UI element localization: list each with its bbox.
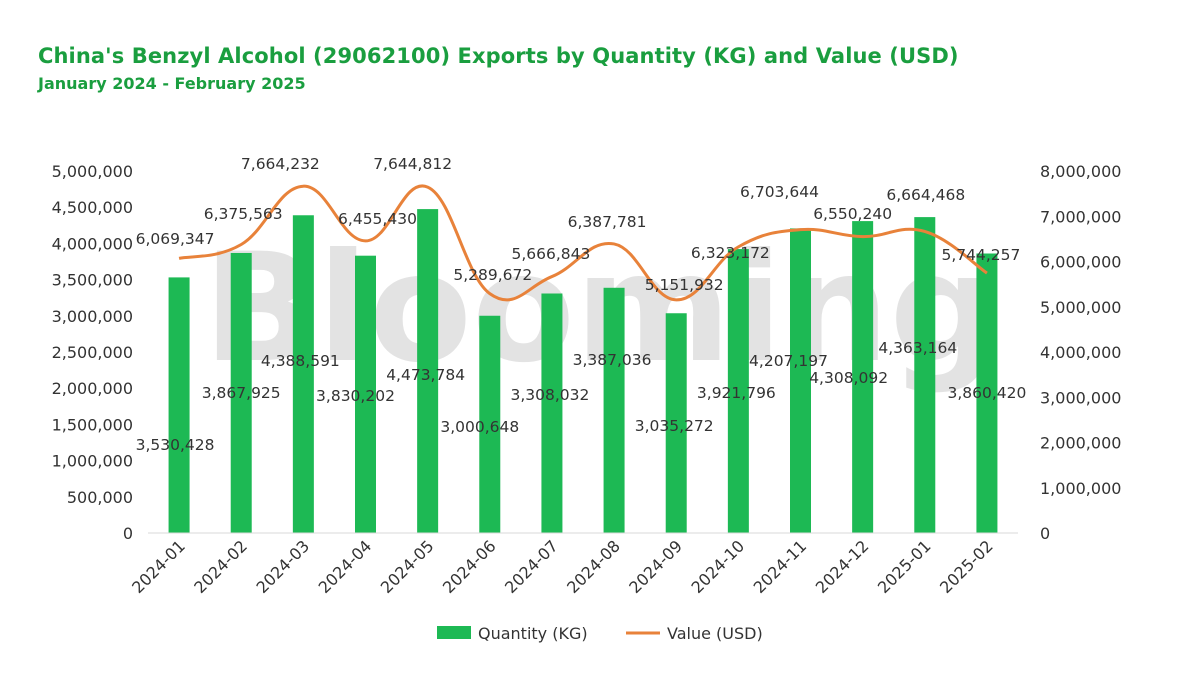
- chart-subtitle: January 2024 - February 2025: [38, 74, 306, 93]
- line-label-2024-11: 6,703,644: [740, 183, 819, 201]
- left-axis-tick-3: 1,500,000: [52, 415, 133, 434]
- right-axis-tick-2: 2,000,000: [1040, 434, 1121, 453]
- left-axis-tick-2: 1,000,000: [52, 452, 133, 471]
- bar-2024-03: [292, 215, 314, 534]
- line-layer: [178, 184, 988, 302]
- bar-2024-08: [603, 287, 625, 533]
- bars-layer: [168, 209, 998, 534]
- bar-2024-07: [541, 293, 563, 533]
- bar-2024-02: [230, 252, 252, 534]
- x-axis-tick-2024-01: 2024-01: [128, 536, 189, 597]
- line-label-2024-07: 5,666,843: [511, 245, 590, 263]
- x-axis-tick-2024-11: 2024-11: [750, 536, 811, 597]
- bar-2025-01: [914, 217, 936, 533]
- line-label-2024-08: 6,387,781: [568, 213, 647, 231]
- x-axis-tick-2025-01: 2025-01: [874, 536, 935, 597]
- bar-2024-06: [479, 315, 501, 533]
- bar-label-2024-03: 4,388,591: [261, 352, 340, 370]
- left-axis-tick-10: 5,000,000: [52, 162, 133, 181]
- right-axis-tick-4: 4,000,000: [1040, 343, 1121, 362]
- left-axis-tick-8: 4,000,000: [52, 234, 133, 253]
- bar-label-2024-05: 4,473,784: [386, 366, 465, 384]
- line-label-2024-02: 6,375,563: [204, 205, 283, 223]
- right-axis-tick-8: 8,000,000: [1040, 162, 1121, 181]
- bar-label-2024-09: 3,035,272: [635, 417, 714, 435]
- left-axis-tick-1: 500,000: [67, 488, 133, 507]
- right-axis-tick-0: 0: [1040, 524, 1050, 543]
- line-label-2025-01: 6,664,468: [886, 186, 965, 204]
- line-label-2024-12: 6,550,240: [813, 205, 892, 223]
- left-axis-tick-7: 3,500,000: [52, 271, 133, 290]
- value-series-line: [178, 184, 988, 302]
- right-axis-tick-5: 5,000,000: [1040, 298, 1121, 317]
- legend-label-value: Value (USD): [667, 624, 763, 643]
- x-axis-tick-2024-03: 2024-03: [252, 536, 313, 597]
- left-axis-tick-4: 2,000,000: [52, 379, 133, 398]
- x-axis-tick-2024-09: 2024-09: [625, 536, 686, 597]
- line-label-2024-06: 5,289,672: [453, 266, 532, 284]
- bar-label-2024-01: 3,530,428: [136, 436, 215, 454]
- legend: Quantity (KG) Value (USD): [437, 624, 763, 643]
- bar-label-2024-12: 4,308,092: [809, 369, 888, 387]
- x-axis-tick-2024-10: 2024-10: [687, 536, 748, 597]
- bar-2024-10: [727, 249, 749, 534]
- right-axis-tick-3: 3,000,000: [1040, 388, 1121, 407]
- line-label-2024-05: 7,644,812: [373, 155, 452, 173]
- left-axis-tick-6: 3,000,000: [52, 307, 133, 326]
- right-axis-tick-7: 7,000,000: [1040, 207, 1121, 226]
- bar-2025-02: [976, 253, 998, 533]
- bar-label-2024-02: 3,867,925: [202, 384, 281, 402]
- left-axis-tick-9: 4,500,000: [52, 198, 133, 217]
- bar-2024-04: [355, 255, 376, 534]
- x-axis-tick-2024-04: 2024-04: [315, 536, 376, 597]
- bar-2024-05: [417, 209, 439, 534]
- bar-label-2024-06: 3,000,648: [440, 418, 519, 436]
- x-axis-tick-2024-05: 2024-05: [377, 536, 438, 597]
- left-axis-tick-5: 2,500,000: [52, 343, 133, 362]
- line-label-2024-09: 5,151,932: [645, 276, 724, 294]
- bar-label-2025-02: 3,860,420: [947, 384, 1026, 402]
- bar-2024-12: [852, 221, 874, 533]
- chart-title: China's Benzyl Alcohol (29062100) Export…: [38, 44, 959, 68]
- bar-label-2024-10: 3,921,796: [697, 384, 776, 402]
- bar-label-2024-07: 3,308,032: [510, 386, 589, 404]
- line-label-2024-01: 6,069,347: [136, 230, 215, 248]
- bar-2024-09: [665, 313, 687, 533]
- legend-swatch-quantity: [437, 626, 471, 639]
- right-axis-tick-1: 1,000,000: [1040, 479, 1121, 498]
- bar-2024-11: [790, 228, 811, 534]
- bar-label-2024-04: 3,830,202: [316, 387, 395, 405]
- x-axis-tick-2024-12: 2024-12: [812, 536, 873, 597]
- x-axis-tick-2024-08: 2024-08: [563, 536, 624, 597]
- data-labels-layer: 3,530,428 3,867,925 4,388,591 3,830,202 4,47…: [136, 155, 1027, 454]
- x-axis-tick-2024-02: 2024-02: [190, 536, 251, 597]
- x-axis-tick-2025-02: 2025-02: [936, 536, 997, 597]
- line-label-2025-02: 5,744,257: [941, 246, 1020, 264]
- line-label-2024-04: 6,455,430: [338, 210, 417, 228]
- line-label-2024-03: 7,664,232: [241, 155, 320, 173]
- bar-label-2024-11: 4,207,197: [749, 352, 828, 370]
- right-axis-tick-6: 6,000,000: [1040, 253, 1121, 272]
- bar-label-2025-01: 4,363,164: [878, 339, 957, 357]
- x-axis-tick-2024-07: 2024-07: [501, 536, 562, 597]
- line-label-2024-10: 6,323,172: [691, 244, 770, 262]
- left-axis-tick-0: 0: [123, 524, 133, 543]
- bar-label-2024-08: 3,387,036: [573, 351, 652, 369]
- bar-2024-01: [168, 277, 190, 533]
- legend-label-quantity: Quantity (KG): [478, 624, 588, 643]
- x-axis-tick-2024-06: 2024-06: [439, 536, 500, 597]
